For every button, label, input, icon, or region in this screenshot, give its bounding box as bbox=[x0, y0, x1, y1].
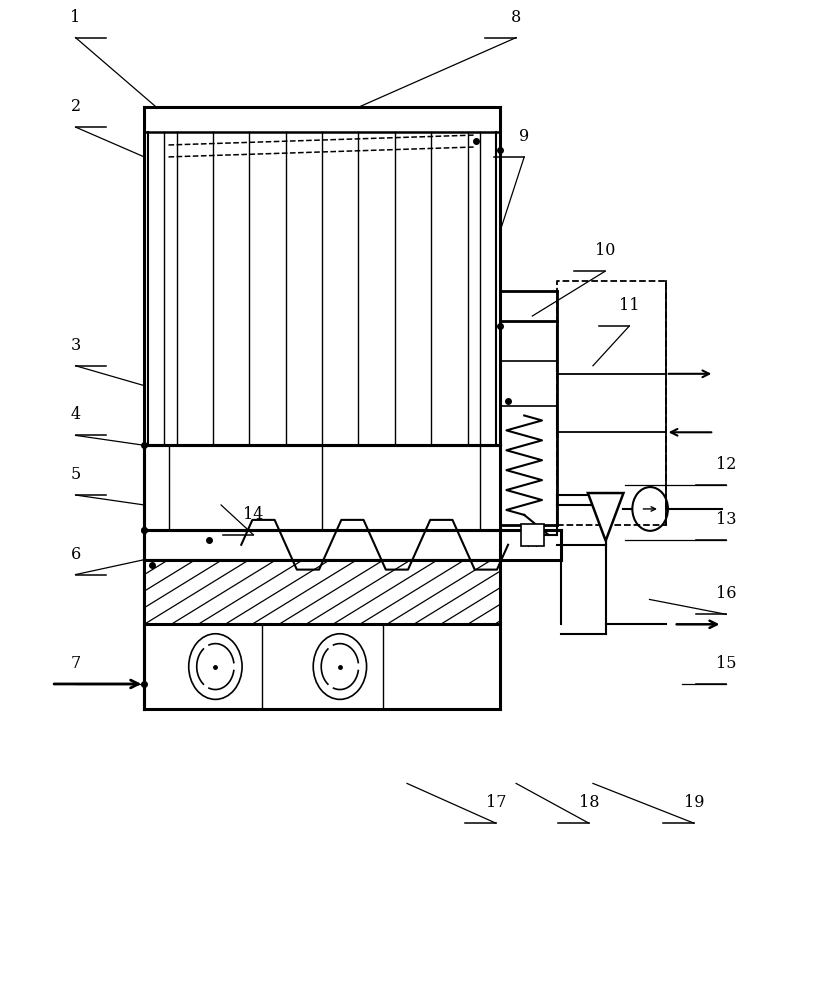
Text: 4: 4 bbox=[71, 406, 81, 423]
Text: 12: 12 bbox=[716, 456, 737, 473]
Text: 3: 3 bbox=[71, 337, 81, 354]
Text: 1: 1 bbox=[71, 9, 81, 26]
Text: 5: 5 bbox=[71, 466, 81, 483]
Text: 9: 9 bbox=[519, 128, 529, 145]
Text: 10: 10 bbox=[595, 242, 615, 259]
Text: 14: 14 bbox=[243, 506, 264, 523]
Text: 8: 8 bbox=[511, 9, 521, 26]
Text: 19: 19 bbox=[684, 794, 704, 811]
Text: 16: 16 bbox=[716, 585, 737, 602]
Polygon shape bbox=[588, 493, 624, 541]
Text: 6: 6 bbox=[71, 546, 81, 563]
Text: 17: 17 bbox=[486, 794, 506, 811]
Text: 2: 2 bbox=[71, 98, 81, 115]
Text: 15: 15 bbox=[716, 655, 737, 672]
Text: 7: 7 bbox=[71, 655, 81, 672]
Bar bbox=[521, 524, 544, 546]
Text: 18: 18 bbox=[579, 794, 599, 811]
Text: 11: 11 bbox=[619, 297, 640, 314]
Bar bbox=[144, 560, 500, 624]
Text: 13: 13 bbox=[716, 511, 737, 528]
